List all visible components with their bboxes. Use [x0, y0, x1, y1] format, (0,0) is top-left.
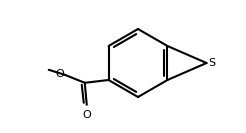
Text: S: S: [209, 58, 216, 68]
Text: O: O: [55, 69, 64, 79]
Text: O: O: [82, 110, 91, 120]
